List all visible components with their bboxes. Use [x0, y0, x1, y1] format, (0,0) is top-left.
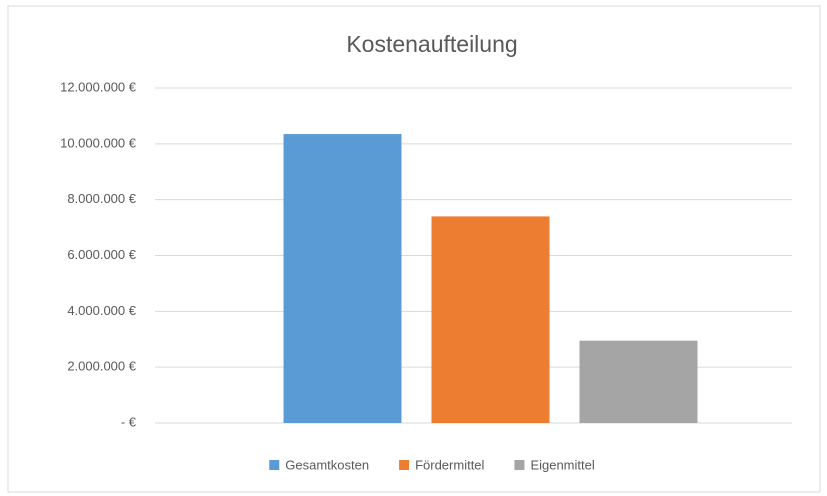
legend-label: Gesamtkosten [285, 457, 369, 472]
legend-swatch [514, 460, 525, 470]
y-tick-label: 4.000.000 € [67, 303, 136, 318]
bar [579, 340, 698, 423]
legend-swatch [269, 460, 280, 470]
bar [283, 134, 402, 423]
y-tick-label: - € [121, 414, 137, 429]
bar [431, 216, 550, 423]
y-tick-label: 8.000.000 € [67, 191, 136, 206]
y-tick-label: 6.000.000 € [67, 247, 136, 262]
y-tick-label: 12.000.000 € [60, 79, 137, 94]
y-tick-label: 2.000.000 € [67, 359, 136, 374]
legend-swatch [399, 460, 410, 470]
legend-label: Eigenmittel [530, 457, 594, 472]
y-tick-label: 10.000.000 € [60, 135, 137, 150]
legend-label: Fördermittel [415, 457, 484, 472]
chart-title: Kostenaufteilung [346, 31, 517, 57]
